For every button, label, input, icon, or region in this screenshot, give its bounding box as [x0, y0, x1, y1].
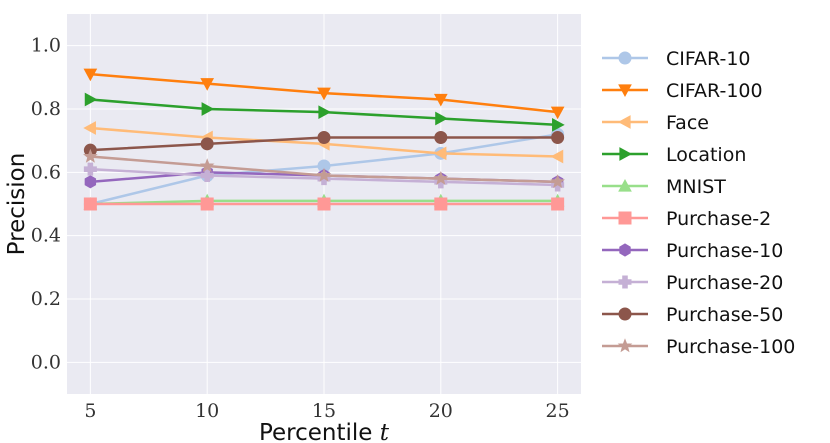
data-point-location — [201, 102, 215, 116]
legend-label: Purchase-100 — [666, 336, 795, 358]
legend-label: Purchase-50 — [666, 304, 783, 326]
x-tick-label: 10 — [195, 400, 219, 422]
data-point-purchase-20 — [83, 162, 97, 176]
legend-marker — [619, 243, 631, 257]
legend-item-face: Face — [602, 112, 709, 134]
data-point-purchase-50 — [200, 137, 214, 151]
legend-item-purchase-10: Purchase-10 — [602, 240, 783, 262]
data-point-purchase-50 — [551, 131, 565, 144]
data-point-purchase-2 — [434, 197, 448, 211]
legend-item-purchase-50: Purchase-50 — [602, 304, 783, 326]
legend-marker — [618, 211, 632, 225]
data-point-purchase-10 — [84, 175, 97, 189]
legend-label: Location — [666, 144, 746, 166]
data-point-purchase-100 — [199, 158, 215, 173]
data-point-location — [318, 105, 332, 120]
data-point-cifar-100 — [317, 87, 331, 101]
data-point-purchase-2 — [83, 197, 97, 211]
legend-item-location: Location — [602, 144, 746, 166]
legend-label: MNIST — [666, 176, 726, 198]
legend-label: Purchase-2 — [666, 208, 771, 230]
y-axis-label: Precision — [4, 153, 30, 256]
legend-marker — [617, 338, 633, 353]
data-point-purchase-50 — [317, 131, 331, 144]
data-point-purchase-20 — [200, 169, 214, 182]
data-point-purchase-100 — [316, 167, 332, 182]
y-tick-label: 0.4 — [31, 225, 61, 247]
data-point-cifar-100 — [200, 78, 215, 91]
legend-label: CIFAR-100 — [666, 80, 763, 102]
data-point-purchase-2 — [551, 197, 565, 211]
y-tick-label: 0.8 — [31, 98, 61, 120]
x-tick-labels: 5 10 15 20 25 — [84, 400, 569, 422]
x-tick-label: 5 — [84, 400, 96, 422]
legend-marker — [617, 115, 631, 129]
legend-marker — [618, 307, 632, 321]
legend-marker — [619, 147, 633, 161]
data-point-location — [435, 111, 448, 126]
data-point-location — [552, 117, 565, 132]
data-point-face — [550, 149, 564, 164]
y-tick-labels: 0.0 0.2 0.4 0.6 0.8 1.0 — [31, 35, 61, 374]
legend-label: Purchase-10 — [666, 240, 783, 262]
legend-item-purchase-100: Purchase-100 — [602, 336, 795, 358]
y-tick-label: 0.0 — [31, 351, 61, 373]
series-purchase-100 — [83, 148, 565, 189]
legend-item-purchase-20: Purchase-20 — [602, 272, 783, 294]
data-point-purchase-100 — [83, 148, 98, 163]
y-tick-label: 0.6 — [31, 161, 61, 183]
data-point-cifar-100 — [83, 68, 98, 82]
x-axis-label-text: Percentile — [259, 420, 372, 443]
data-point-face — [433, 146, 447, 161]
x-tick-label: 20 — [429, 400, 453, 422]
data-point-purchase-100 — [433, 170, 449, 185]
data-point-purchase-2 — [317, 197, 331, 211]
data-point-purchase-100 — [550, 174, 565, 189]
series-purchase-50 — [83, 131, 565, 157]
series-location — [84, 92, 565, 132]
x-tick-label: 25 — [546, 400, 570, 422]
legend-marker — [618, 51, 632, 65]
legend-item-cifar-100: CIFAR-100 — [602, 80, 763, 102]
legend-marker — [618, 84, 632, 98]
x-axis-label-variable: t — [380, 420, 390, 443]
data-point-purchase-50 — [434, 131, 448, 144]
x-tick-label: 15 — [312, 400, 336, 422]
y-tick-label: 1.0 — [31, 35, 61, 57]
legend-item-cifar-10: CIFAR-10 — [602, 48, 751, 70]
series-purchase-2 — [83, 197, 565, 211]
legend-marker — [618, 178, 632, 192]
legend-item-purchase-2: Purchase-2 — [602, 208, 771, 230]
data-point-location — [84, 92, 98, 107]
data-point-cifar-100 — [550, 106, 565, 120]
legend-label: CIFAR-10 — [666, 48, 751, 70]
x-axis-label: Percentile t — [259, 420, 390, 443]
series-cifar-100 — [83, 68, 565, 120]
legend-item-mnist: MNIST — [602, 176, 726, 198]
legend-label: Purchase-20 — [666, 272, 783, 294]
legend: CIFAR-10 CIFAR-100 Face Location MNIST Purcha… — [602, 48, 795, 358]
data-point-purchase-2 — [200, 197, 214, 211]
legend-marker — [618, 275, 632, 289]
data-point-face — [83, 121, 96, 135]
legend-label: Face — [666, 112, 709, 134]
series-group — [83, 68, 565, 211]
y-tick-label: 0.2 — [31, 288, 61, 310]
data-point-cifar-100 — [433, 93, 448, 107]
